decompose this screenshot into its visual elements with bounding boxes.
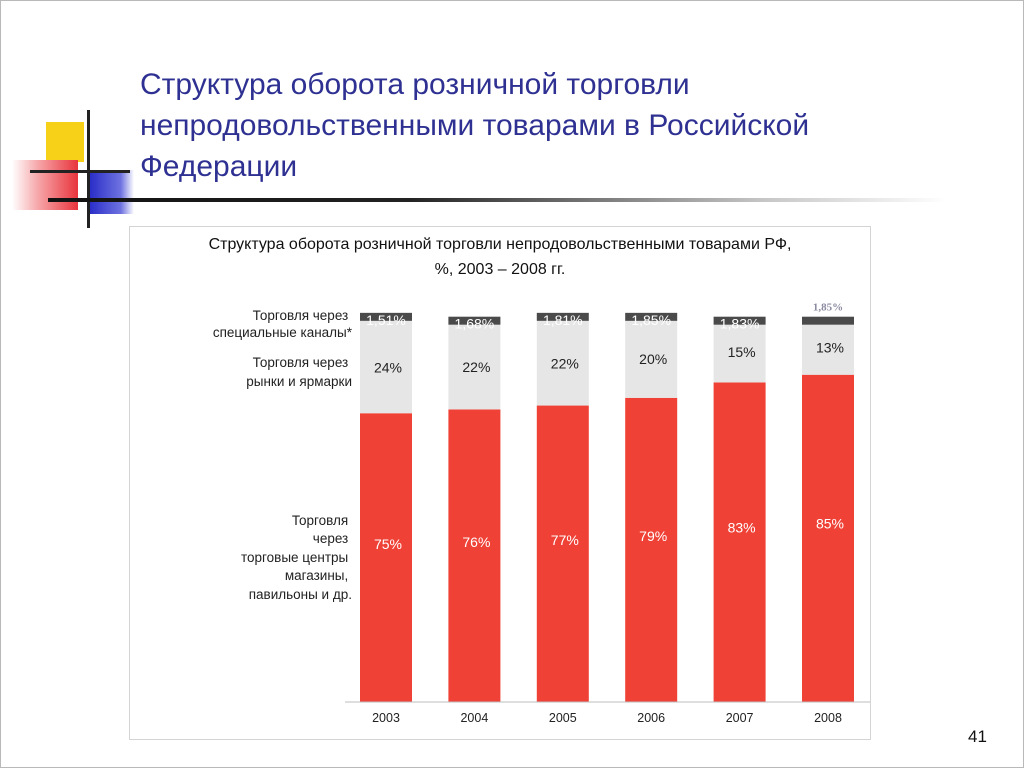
bar-shops-2007 bbox=[713, 382, 766, 702]
chart-title: Структура оборота розничной торговли неп… bbox=[208, 236, 792, 278]
bar-shops-2004 bbox=[448, 409, 501, 702]
bar-special-2006 bbox=[625, 312, 678, 321]
legend-shops: Торговля через торговые центры магазины,… bbox=[241, 513, 352, 602]
x-tick-2008: 2008 bbox=[814, 711, 842, 725]
x-tick-2003: 2003 bbox=[372, 711, 400, 725]
label-markets-2005: 22% bbox=[551, 355, 579, 371]
label-special-2003: 1,51% bbox=[366, 312, 406, 328]
label-shops-2007: 83% bbox=[728, 520, 756, 536]
label-markets-2008: 13% bbox=[816, 340, 844, 356]
bar-shops-2003 bbox=[360, 413, 412, 702]
x-tick-2007: 2007 bbox=[726, 711, 754, 725]
bar-shops-2008 bbox=[802, 374, 854, 702]
deco-yellow-square bbox=[46, 122, 84, 162]
x-tick-2004: 2004 bbox=[460, 711, 488, 725]
label-special-2005: 1,81% bbox=[543, 312, 583, 328]
x-tick-2005: 2005 bbox=[549, 711, 577, 725]
bar-markets-2008 bbox=[802, 324, 854, 375]
bar-special-2004 bbox=[448, 316, 501, 325]
label-markets-2004: 22% bbox=[462, 359, 490, 375]
legend-markets: Торговля через рынки и ярмарки bbox=[246, 355, 352, 389]
bar-markets-2007 bbox=[713, 324, 766, 383]
deco-horizontal-line bbox=[30, 170, 130, 173]
bar-special-2007 bbox=[713, 316, 766, 325]
label-special-2007: 1,83% bbox=[720, 316, 760, 332]
bar-markets-2006 bbox=[625, 320, 678, 398]
deco-vertical-line bbox=[87, 110, 90, 228]
bar-markets-2005 bbox=[536, 320, 589, 406]
bar-special-2003 bbox=[360, 312, 412, 321]
label-special-2006: 1,85% bbox=[631, 312, 671, 328]
legend-special-channels: Торговля через специальные каналы* bbox=[213, 308, 353, 340]
label-shops-2004: 76% bbox=[462, 534, 490, 550]
label-special-2004: 1,68% bbox=[455, 316, 495, 332]
slide-title: Структура оборота розничной торговли неп… bbox=[140, 68, 810, 183]
label-markets-2006: 20% bbox=[639, 351, 667, 367]
label-shops-2005: 77% bbox=[551, 532, 579, 548]
label-shops-2006: 79% bbox=[639, 528, 667, 544]
bar-special-2008 bbox=[802, 316, 854, 325]
label-special-2008: 1,85% bbox=[813, 302, 843, 314]
bar-shops-2005 bbox=[536, 405, 589, 702]
label-markets-2003: 24% bbox=[374, 360, 402, 376]
bar-special-2005 bbox=[536, 312, 589, 321]
label-shops-2003: 75% bbox=[374, 536, 402, 552]
label-markets-2007: 15% bbox=[728, 344, 756, 360]
label-shops-2008: 85% bbox=[816, 516, 844, 532]
deco-blue-square bbox=[90, 170, 134, 214]
slide-number: 41 bbox=[968, 727, 987, 746]
bar-markets-2004 bbox=[448, 324, 501, 410]
bar-shops-2006 bbox=[625, 397, 678, 702]
bar-markets-2003 bbox=[360, 320, 412, 414]
x-tick-2006: 2006 bbox=[637, 711, 665, 725]
title-underline bbox=[48, 198, 948, 202]
